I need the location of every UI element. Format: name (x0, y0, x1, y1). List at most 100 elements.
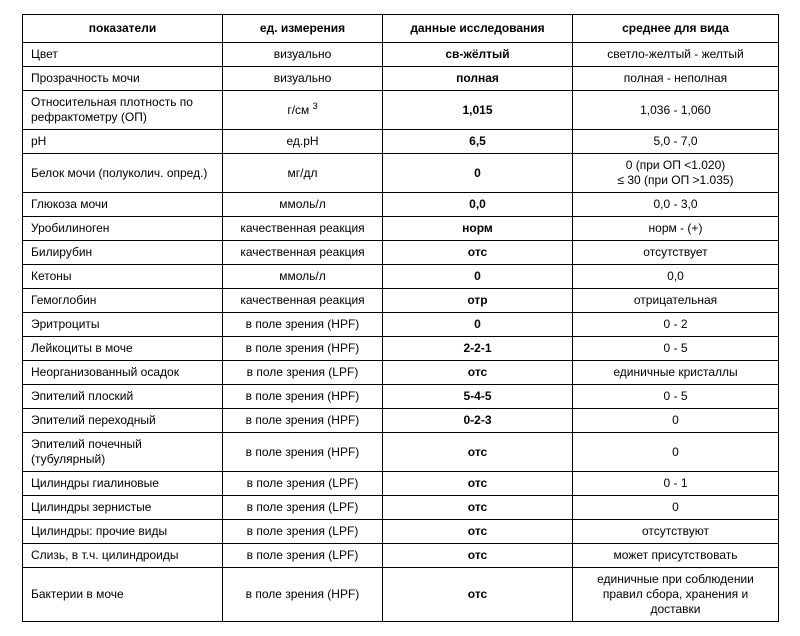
cell-reference: 0 - 2 (573, 313, 779, 337)
cell-unit: в поле зрения (HPF) (223, 337, 383, 361)
cell-value: отс (383, 496, 573, 520)
cell-indicator: pH (23, 130, 223, 154)
cell-reference: отсутствует (573, 241, 779, 265)
cell-reference: может присутствовать (573, 544, 779, 568)
cell-value: отс (383, 568, 573, 622)
table-row: pHед.pH6,55,0 - 7,0 (23, 130, 779, 154)
cell-unit: в поле зрения (HPF) (223, 409, 383, 433)
cell-indicator: Цилиндры зернистые (23, 496, 223, 520)
cell-indicator: Билирубин (23, 241, 223, 265)
cell-value: отс (383, 520, 573, 544)
table-row: Прозрачность мочивизуальнополнаяполная -… (23, 67, 779, 91)
cell-reference: 0 - 5 (573, 385, 779, 409)
table-row: Цветвизуальносв-жёлтыйсветло-желтый - же… (23, 43, 779, 67)
cell-reference: 0 - 5 (573, 337, 779, 361)
table-row: Неорганизованный осадокв поле зрения (LP… (23, 361, 779, 385)
cell-indicator: Эпителий переходный (23, 409, 223, 433)
cell-unit: визуально (223, 43, 383, 67)
cell-value: отс (383, 433, 573, 472)
cell-value: 6,5 (383, 130, 573, 154)
cell-value: отс (383, 361, 573, 385)
col-header-value: данные исследования (383, 15, 573, 43)
cell-indicator: Белок мочи (полуколич. опред.) (23, 154, 223, 193)
cell-unit: в поле зрения (HPF) (223, 313, 383, 337)
cell-unit: качественная реакция (223, 217, 383, 241)
cell-value: 1,015 (383, 91, 573, 130)
cell-indicator: Глюкоза мочи (23, 193, 223, 217)
cell-unit: в поле зрения (LPF) (223, 496, 383, 520)
table-row: Эритроцитыв поле зрения (HPF)00 - 2 (23, 313, 779, 337)
table-row: Бактерии в мочев поле зрения (HPF)отседи… (23, 568, 779, 622)
cell-value: отс (383, 544, 573, 568)
cell-value: норм (383, 217, 573, 241)
cell-reference: 1,036 - 1,060 (573, 91, 779, 130)
col-header-unit: ед. измерения (223, 15, 383, 43)
cell-value: отр (383, 289, 573, 313)
cell-indicator: Эритроциты (23, 313, 223, 337)
cell-reference: светло-желтый - желтый (573, 43, 779, 67)
cell-indicator: Относительная плотность по рефрактометру… (23, 91, 223, 130)
cell-unit: в поле зрения (LPF) (223, 520, 383, 544)
cell-indicator: Неорганизованный осадок (23, 361, 223, 385)
cell-value: 0 (383, 265, 573, 289)
cell-value: 5-4-5 (383, 385, 573, 409)
cell-reference: 0 (573, 496, 779, 520)
table-row: Эпителий переходныйв поле зрения (HPF)0-… (23, 409, 779, 433)
cell-reference: единичные кристаллы (573, 361, 779, 385)
cell-unit: в поле зрения (HPF) (223, 385, 383, 409)
col-header-indicator: показатели (23, 15, 223, 43)
table-row: Гемоглобинкачественная реакцияотротрицат… (23, 289, 779, 313)
table-row: Слизь, в т.ч. цилиндроидыв поле зрения (… (23, 544, 779, 568)
cell-value: св-жёлтый (383, 43, 573, 67)
cell-reference: отрицательная (573, 289, 779, 313)
cell-unit: г/см 3 (223, 91, 383, 130)
cell-indicator: Цилиндры гиалиновые (23, 472, 223, 496)
cell-unit: визуально (223, 67, 383, 91)
table-row: Глюкоза мочиммоль/л0,00,0 - 3,0 (23, 193, 779, 217)
cell-unit: в поле зрения (HPF) (223, 433, 383, 472)
table-row: Эпителий плоскийв поле зрения (HPF)5-4-5… (23, 385, 779, 409)
cell-unit: ед.pH (223, 130, 383, 154)
table-row: Лейкоциты в мочев поле зрения (HPF)2-2-1… (23, 337, 779, 361)
cell-reference: 0 (при ОП <1.020)≤ 30 (при ОП >1.035) (573, 154, 779, 193)
cell-unit: в поле зрения (HPF) (223, 568, 383, 622)
cell-unit: качественная реакция (223, 289, 383, 313)
cell-indicator: Бактерии в моче (23, 568, 223, 622)
cell-value: 0,0 (383, 193, 573, 217)
cell-value: 2-2-1 (383, 337, 573, 361)
cell-reference: единичные при соблюдении правил сбора, х… (573, 568, 779, 622)
table-header-row: показатели ед. измерения данные исследов… (23, 15, 779, 43)
cell-value: отс (383, 241, 573, 265)
cell-value: отс (383, 472, 573, 496)
cell-value: полная (383, 67, 573, 91)
cell-reference: 0,0 (573, 265, 779, 289)
cell-unit: качественная реакция (223, 241, 383, 265)
cell-indicator: Прозрачность мочи (23, 67, 223, 91)
cell-reference: 0,0 - 3,0 (573, 193, 779, 217)
cell-value: 0 (383, 154, 573, 193)
cell-reference: 0 (573, 409, 779, 433)
col-header-reference: среднее для вида (573, 15, 779, 43)
cell-indicator: Эпителий почечный (тубулярный) (23, 433, 223, 472)
cell-value: 0 (383, 313, 573, 337)
cell-reference: норм - (+) (573, 217, 779, 241)
table-row: Цилиндры зернистыев поле зрения (LPF)отс… (23, 496, 779, 520)
cell-unit: в поле зрения (LPF) (223, 472, 383, 496)
table-row: Белок мочи (полуколич. опред.)мг/дл00 (п… (23, 154, 779, 193)
cell-unit: в поле зрения (LPF) (223, 544, 383, 568)
table-row: Относительная плотность по рефрактометру… (23, 91, 779, 130)
cell-reference: 5,0 - 7,0 (573, 130, 779, 154)
cell-reference: 0 (573, 433, 779, 472)
cell-indicator: Кетоны (23, 265, 223, 289)
table-row: Билирубинкачественная реакцияотсотсутств… (23, 241, 779, 265)
table-row: Цилиндры: прочие видыв поле зрения (LPF)… (23, 520, 779, 544)
cell-indicator: Цилиндры: прочие виды (23, 520, 223, 544)
cell-indicator: Слизь, в т.ч. цилиндроиды (23, 544, 223, 568)
table-row: Эпителий почечный (тубулярный)в поле зре… (23, 433, 779, 472)
table-row: Уробилиногенкачественная реакциянормнорм… (23, 217, 779, 241)
cell-unit: ммоль/л (223, 265, 383, 289)
cell-reference: отсутствуют (573, 520, 779, 544)
cell-unit: мг/дл (223, 154, 383, 193)
cell-indicator: Лейкоциты в моче (23, 337, 223, 361)
table-row: Цилиндры гиалиновыев поле зрения (LPF)от… (23, 472, 779, 496)
